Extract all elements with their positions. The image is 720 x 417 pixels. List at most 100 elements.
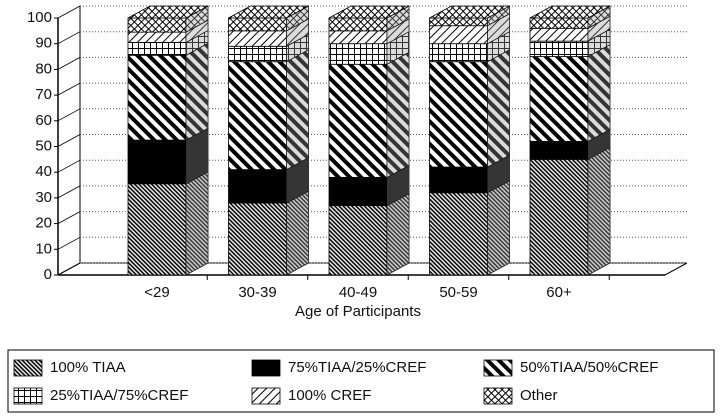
bar-side-shade (387, 31, 409, 65)
bar-segment (328, 17, 388, 32)
grid-line-side (57, 211, 81, 224)
bar-segment (529, 17, 589, 29)
legend-label: 75%TIAA/25%CREF (288, 359, 426, 376)
legend-swatch (13, 387, 43, 405)
bar-side-shade (387, 165, 409, 206)
legend-label: 25%TIAA/75%CREF (50, 387, 188, 404)
bar-segment (328, 205, 388, 276)
legend-swatch (483, 359, 513, 377)
bar-side-shade (387, 18, 409, 44)
grid-line-side (57, 82, 81, 96)
legend-label: 50%TIAA/50%CREF (520, 359, 658, 376)
bar-side-shade (588, 16, 610, 42)
y-tick-label: 70 (35, 86, 52, 103)
y-tick-label: 10 (35, 240, 52, 257)
y-tick-label: 90 (35, 35, 52, 52)
y-tick-label: 80 (35, 60, 52, 77)
bar-side-shade (387, 52, 409, 178)
bar-segment (228, 45, 287, 63)
x-axis-title: Age of Participants (295, 303, 421, 320)
x-tick-label: <29 (144, 284, 169, 301)
bar-side-shade (186, 20, 208, 43)
bar-segment (228, 202, 287, 276)
grid-line-side (57, 134, 81, 147)
bar-side-shade (186, 30, 208, 56)
legend-label: Other (520, 387, 558, 404)
bar-side-shade (387, 6, 409, 31)
bar-segment (228, 17, 287, 32)
bar-side-shade (286, 157, 309, 204)
bar-segment (127, 42, 187, 56)
bar-segment (328, 176, 388, 207)
bar-segment (529, 158, 589, 276)
grid-line-side (57, 262, 81, 276)
bar-segment (429, 61, 488, 168)
y-tick-label: 20 (35, 215, 52, 232)
bar-segment (127, 17, 187, 33)
bar-segment (127, 183, 187, 276)
y-tick-label: 30 (35, 189, 52, 206)
grid-line-side (57, 185, 81, 199)
bar-side-shade (186, 128, 208, 184)
bar-segment (529, 56, 589, 142)
bar-segment (529, 140, 589, 160)
bar-segment (529, 40, 589, 57)
bar-segment (228, 169, 287, 204)
bar-side-shade (186, 6, 208, 33)
bar-segment (328, 63, 388, 178)
x-tick-label: 50-59 (439, 284, 477, 301)
legend-swatch (13, 359, 43, 377)
y-tick-label: 0 (44, 266, 52, 283)
grid-line-side (57, 57, 81, 70)
x-tick-label: 30-39 (238, 284, 276, 301)
bar-segment (127, 139, 187, 185)
legend-label: 100% CREF (288, 387, 371, 404)
bar-side-shade (286, 6, 309, 31)
grid-line-side (57, 236, 81, 250)
legend-swatch (251, 387, 281, 405)
bar-side-shade (186, 171, 208, 275)
grid-line-side (57, 31, 81, 45)
bar-side-shade (588, 6, 610, 29)
bar-side-shade (286, 18, 309, 47)
x-tick-label: 40-49 (339, 284, 377, 301)
bar-side-shade (588, 44, 610, 142)
bar-side-shade (286, 34, 309, 62)
bar-side-shade (487, 180, 510, 275)
bar-segment (228, 30, 287, 47)
bar-side-shade (588, 29, 610, 57)
y-tick-label: 100 (27, 9, 52, 26)
bar-segment (328, 30, 388, 45)
bar-segment (429, 192, 488, 276)
bar-segment (127, 54, 187, 141)
bar-top (328, 5, 410, 19)
bar-side-shade (487, 31, 510, 62)
y-tick-label: 60 (35, 112, 52, 129)
bar-side-shade (487, 13, 510, 44)
bar-top (529, 5, 611, 19)
y-tick-label: 50 (35, 137, 52, 154)
bar-segment (429, 43, 488, 63)
grid-line-side (57, 108, 81, 122)
bar-top (228, 5, 309, 19)
y-tick-label: 40 (35, 163, 52, 180)
bar-side-shade (588, 129, 610, 160)
bar-side-shade (286, 191, 309, 275)
legend-swatch (483, 387, 513, 405)
bar-segment (529, 27, 589, 42)
bar-segment (127, 31, 187, 43)
bar-side-shade (186, 43, 208, 141)
bar-top (127, 5, 209, 19)
bar-side-shade (387, 193, 409, 275)
bar-segment (429, 17, 488, 27)
legend-swatch (251, 359, 281, 377)
legend-box (7, 349, 715, 413)
bar-top (429, 5, 510, 19)
bar-side-shade (588, 147, 610, 275)
grid-line-side (57, 5, 81, 19)
bar-side-shade (487, 6, 510, 26)
legend-label: 100% TIAA (50, 359, 126, 376)
bar-segment (429, 25, 488, 45)
